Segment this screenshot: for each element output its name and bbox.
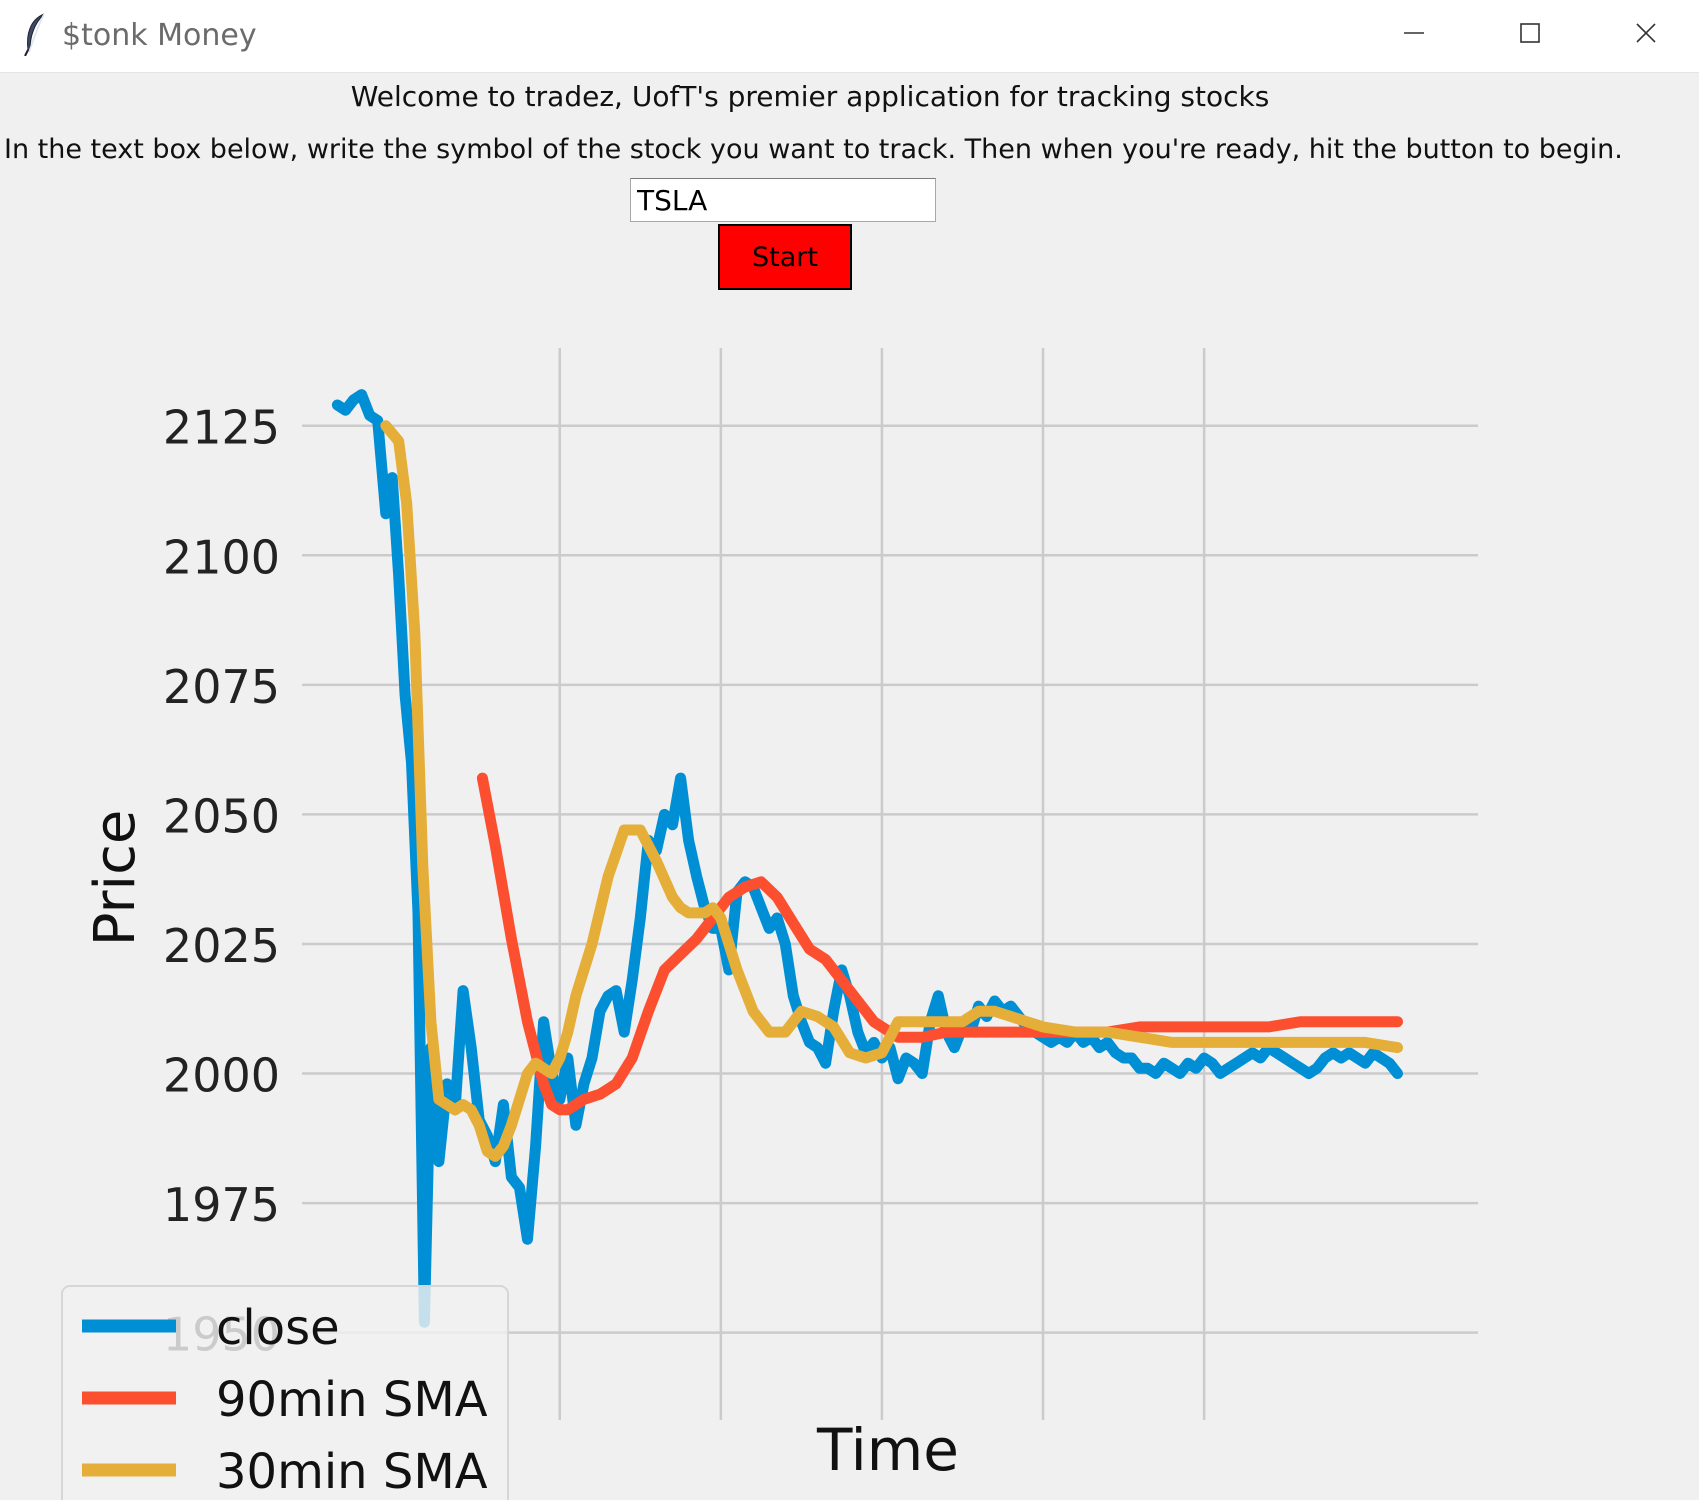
legend-label: close — [216, 1300, 340, 1356]
close-icon — [1636, 23, 1656, 43]
symbol-input[interactable] — [630, 178, 936, 222]
close-button[interactable] — [1588, 0, 1699, 66]
start-button[interactable]: Start — [718, 224, 852, 290]
chart-grid — [302, 348, 1478, 1420]
y-tick-labels: 19501975200020252050207521002125 — [163, 401, 280, 1362]
title-bar: $tonk Money — [0, 0, 1699, 73]
chart-legend: close 90min SMA 30min SMA — [61, 1285, 509, 1500]
x-axis-label: Time — [816, 1416, 959, 1484]
y-tick-label: 1975 — [163, 1178, 280, 1232]
y-tick-label: 2125 — [163, 401, 280, 455]
series-line-90min-sma — [476, 772, 1403, 1116]
y-tick-label: 2000 — [163, 1049, 280, 1103]
y-tick-label: 2025 — [163, 919, 280, 973]
price-chart: 19501975200020252050207521002125 Time Pr… — [61, 348, 1478, 1500]
y-tick-label: 2050 — [163, 789, 280, 843]
minimize-button[interactable] — [1356, 0, 1472, 66]
maximize-button[interactable] — [1472, 0, 1588, 66]
maximize-icon — [1520, 23, 1540, 43]
instruction-text: In the text box below, write the symbol … — [4, 134, 1623, 165]
legend-label: 30min SMA — [216, 1444, 488, 1500]
y-tick-label: 2075 — [163, 660, 280, 714]
y-axis-label: Price — [83, 810, 148, 947]
feather-icon — [24, 13, 45, 56]
minimize-icon — [1404, 32, 1424, 34]
welcome-text: Welcome to tradez, UofT's premier applic… — [350, 80, 1270, 113]
y-tick-label: 2100 — [163, 530, 280, 584]
legend-box — [61, 1285, 509, 1500]
series-line-30min-sma — [380, 420, 1403, 1162]
window-title: $tonk Money — [62, 18, 257, 53]
chart-series — [331, 389, 1403, 1328]
legend-label: 90min SMA — [216, 1372, 488, 1428]
series-line-close — [331, 389, 1403, 1328]
